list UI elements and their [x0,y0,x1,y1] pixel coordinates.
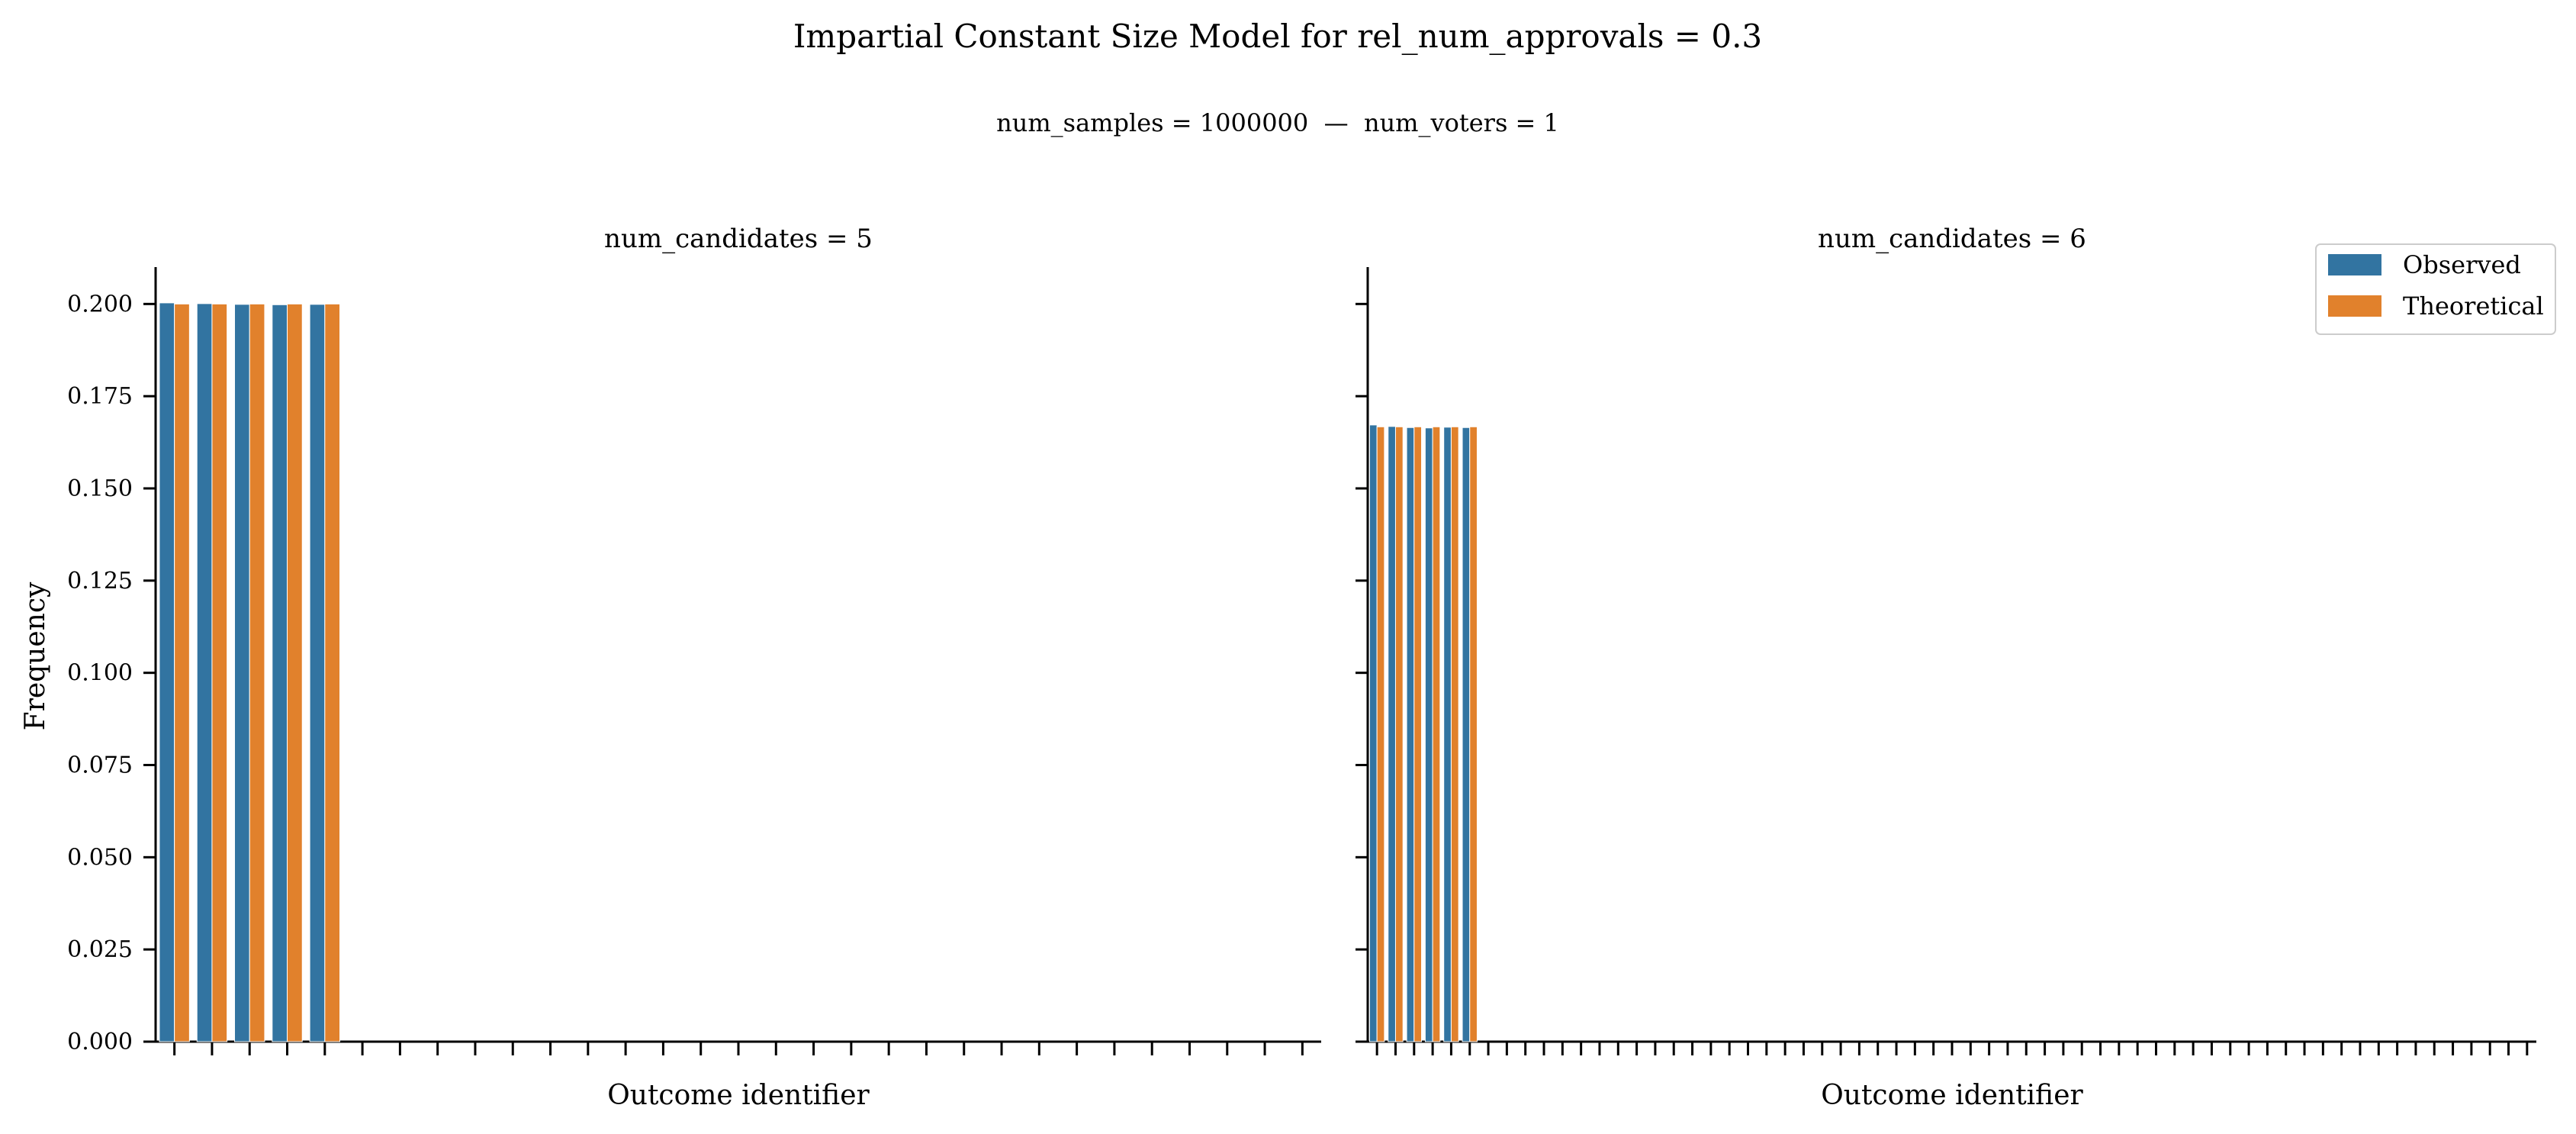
y-tick-label: 0.200 [67,291,133,317]
x-axis-label: Outcome identifier [1821,1080,2083,1111]
bar-observed [196,303,213,1042]
panel-num-candidates-5: num_candidates = 5 0.000 0.025 0.050 0.075 0.… [20,224,1321,1111]
bar-theoretical [211,303,228,1042]
bar-theoretical [324,303,341,1042]
bar-observed [1406,427,1415,1042]
bar-theoretical [1469,426,1478,1042]
panel-num-candidates-6: num_candidates = 6 Outcome identifier [1356,224,2536,1111]
y-axis-label: Frequency [20,581,51,730]
x-axis-label: Outcome identifier [607,1080,870,1111]
bar-observed [1462,427,1471,1042]
bar-theoretical [1432,426,1441,1042]
bar-observed [234,304,250,1042]
bar-theoretical [1413,426,1423,1042]
bar-theoretical [1376,426,1385,1042]
y-tick-label: 0.025 [67,936,133,963]
bar-observed [1368,424,1378,1042]
bar-observed [309,304,326,1042]
bar-observed [1388,426,1396,1042]
y-tick-label: 0.100 [67,660,133,687]
bar-theoretical [249,303,265,1042]
legend-swatch-theoretical [2328,295,2381,317]
bar-theoretical [287,303,303,1042]
y-tick-label: 0.150 [67,475,133,502]
bar-observed [159,302,175,1042]
panel-title: num_candidates = 6 [1818,224,2086,254]
bar-observed [1424,427,1433,1042]
y-tick-label: 0.075 [67,752,133,779]
y-tick-label: 0.175 [67,383,133,410]
bar-observed [272,304,288,1042]
bar-theoretical [1394,426,1404,1042]
bar-theoretical [174,303,190,1042]
y-tick-label: 0.125 [67,568,133,594]
bar-observed [1443,427,1452,1042]
y-tick-label: 0.050 [67,844,133,871]
chart-title: Impartial Constant Size Model for rel_nu… [793,18,1762,55]
legend-swatch-observed [2328,254,2381,275]
legend-label-theoretical: Theoretical [2403,292,2544,321]
legend-label-observed: Observed [2403,250,2521,279]
y-tick-label: 0.000 [67,1029,133,1055]
legend: Observed Theoretical [2315,243,2556,335]
bar-theoretical [1450,426,1459,1042]
chart-subtitle: num_samples = 1000000 — num_voters = 1 [996,108,1559,137]
panel-title: num_candidates = 5 [604,224,873,254]
